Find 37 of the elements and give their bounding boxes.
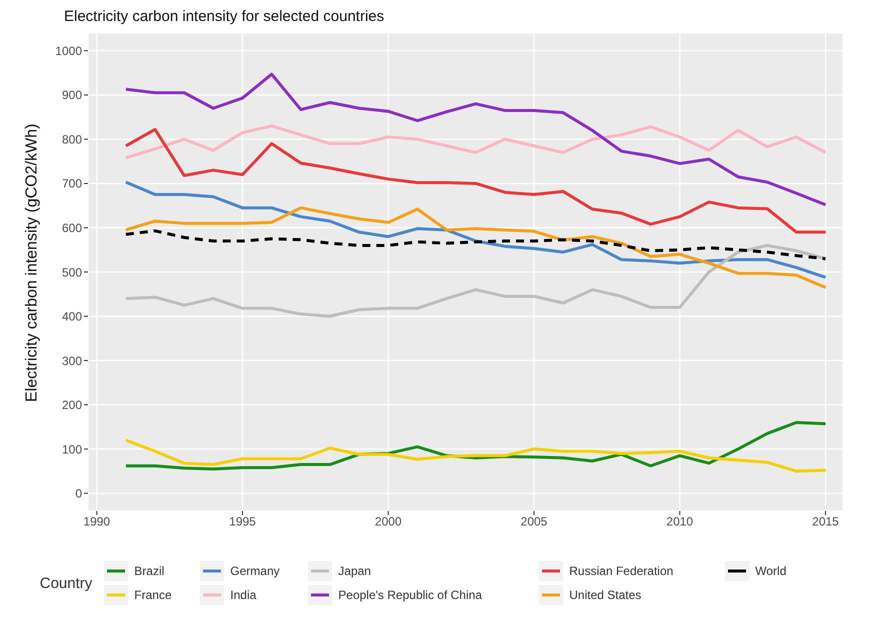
legend-label: World [755,564,786,578]
y-tick-label: 200 [62,398,82,412]
y-tick-label: 0 [75,486,82,501]
y-tick-label: 1000 [55,44,82,58]
legend-label: India [230,588,256,602]
legend-title: Country [40,574,92,592]
line-series [124,438,828,473]
legend-label: Russian Federation [569,564,674,578]
legend-label: France [134,588,172,602]
y-axis-title: Electricity carbon intensity (gCO2/kWh) [24,124,41,402]
legend-label: People's Republic of China [338,588,482,602]
y-tick-label: 400 [62,310,82,324]
line-series [124,128,828,234]
line-series [124,72,828,206]
y-tick-label: 700 [62,176,82,191]
x-tick-label: 2015 [812,514,840,529]
y-tick-label: 600 [62,221,82,235]
legend-label: Japan [338,564,371,578]
y-tick-label: 300 [62,354,82,368]
line-series [124,206,828,289]
y-tick-label: 100 [62,442,82,456]
line-series [124,244,828,318]
legend-label: Brazil [134,564,164,578]
y-tick-label: 500 [62,265,82,280]
x-tick-label: 2000 [374,514,402,529]
x-tick-label: 1990 [83,514,110,529]
line-series [124,124,828,160]
line-series [124,180,828,279]
y-tick-label: 900 [62,88,82,102]
y-tick-label: 800 [62,132,82,146]
legend-label: Germany [230,564,280,578]
chart-title: Electricity carbon intensity for selected countries [64,8,386,25]
x-tick-label: 2005 [520,514,548,529]
x-tick-label: 1995 [229,514,256,529]
legend-label: United States [569,588,642,602]
x-tick-label: 2010 [666,514,694,529]
line-series [124,229,828,260]
